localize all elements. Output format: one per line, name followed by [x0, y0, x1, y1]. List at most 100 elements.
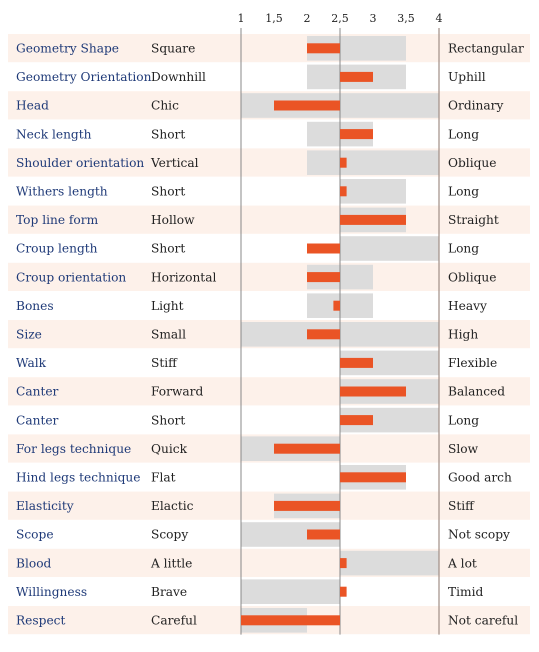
high-label: Oblique [448, 270, 496, 284]
range-band [241, 579, 340, 604]
trait-label: Withers length [16, 185, 108, 199]
row-stripe [8, 34, 530, 63]
high-label: Flexible [448, 356, 497, 370]
low-label: Hollow [151, 213, 195, 227]
high-label: Uphill [448, 70, 486, 84]
trait-label: Croup orientation [16, 270, 126, 284]
value-bar [340, 472, 406, 483]
low-label: Scopy [151, 528, 188, 542]
x-tick-label: 2 [304, 12, 311, 25]
value-bars [241, 43, 406, 626]
low-label: Square [151, 42, 195, 56]
value-bar [333, 300, 340, 311]
trait-label: For legs technique [16, 442, 131, 456]
low-label: Careful [151, 614, 197, 628]
low-label: Short [151, 127, 185, 141]
trait-label: Bones [16, 299, 54, 313]
value-bar [340, 129, 373, 140]
high-label: A lot [447, 556, 477, 570]
low-label: Short [151, 242, 185, 256]
trait-label: Geometry Shape [16, 42, 119, 56]
high-label: Ordinary [448, 99, 503, 113]
low-label: Small [151, 328, 186, 342]
value-bar [340, 386, 406, 397]
trait-label: Canter [16, 385, 59, 399]
value-bar [307, 272, 340, 283]
trait-label: Geometry Orientation [16, 70, 152, 84]
low-label: Brave [151, 585, 187, 599]
range-band [307, 150, 439, 175]
low-label: Chic [151, 99, 179, 113]
high-label: Not scopy [448, 528, 510, 542]
trait-label: Blood [16, 556, 52, 570]
low-label: Vertical [150, 156, 199, 170]
low-label: Elactic [151, 499, 194, 513]
trait-label: Top line form [16, 213, 99, 227]
value-bar [340, 415, 373, 426]
row-stripe [8, 205, 530, 234]
trait-label: Canter [16, 413, 59, 427]
value-bar [340, 357, 373, 368]
trait-label: Willingness [16, 585, 87, 599]
value-bar [241, 615, 340, 626]
low-label: Short [151, 185, 185, 199]
x-tick-label: 3,5 [397, 12, 415, 25]
low-label: Downhill [151, 70, 206, 84]
high-label: Straight [448, 213, 499, 227]
value-bar [307, 243, 340, 254]
trait-label: Hind legs technique [16, 471, 141, 485]
low-label: Forward [151, 385, 203, 399]
low-label: Flat [151, 471, 176, 485]
row-stripe [8, 262, 530, 291]
low-label: Quick [151, 442, 188, 456]
trait-label: Neck length [16, 127, 92, 141]
value-bar [340, 558, 347, 569]
trait-label: Croup length [16, 242, 98, 256]
high-label: Long [448, 413, 479, 427]
value-bar [307, 329, 340, 340]
x-tick-label: 3 [370, 12, 377, 25]
row-stripe [8, 548, 530, 577]
high-label: Long [448, 127, 479, 141]
high-label: Stiff [448, 499, 475, 513]
value-bar [307, 43, 340, 54]
range-band [340, 179, 406, 204]
low-label: Stiff [151, 356, 178, 370]
x-tick-label: 1 [238, 12, 245, 25]
low-label: Short [151, 413, 185, 427]
value-bar [274, 443, 340, 454]
x-tick-labels: 1 1,5 2 2,5 3 3,5 4 [238, 12, 443, 25]
high-label: Good arch [448, 471, 512, 485]
value-bar [340, 586, 347, 597]
range-band [340, 236, 439, 261]
value-bar [340, 157, 347, 168]
low-label: A little [150, 556, 192, 570]
value-bar [307, 529, 340, 540]
value-bar [340, 71, 373, 82]
high-label: Timid [448, 585, 483, 599]
row-stripe [8, 491, 530, 520]
high-label: Rectangular [448, 42, 524, 56]
x-tick-label: 2,5 [331, 12, 349, 25]
high-label: Slow [448, 442, 479, 456]
high-label: Long [448, 242, 479, 256]
value-bar [340, 214, 406, 225]
x-tick-label: 4 [436, 12, 443, 25]
high-label: Long [448, 185, 479, 199]
trait-label: Walk [16, 356, 47, 370]
high-label: Heavy [448, 299, 487, 313]
row-stripe [8, 377, 530, 406]
row-labels: Geometry Shape Square Rectangular Geometry … [16, 42, 524, 628]
trait-label: Head [16, 99, 49, 113]
row-stripe [8, 148, 530, 177]
value-bar [274, 100, 340, 111]
trait-label: Size [16, 328, 42, 342]
trait-label: Elasticity [16, 499, 74, 513]
high-label: Oblique [448, 156, 496, 170]
value-bar [340, 186, 347, 197]
high-label: High [448, 328, 478, 342]
trait-label: Scope [16, 528, 54, 542]
x-tick-label: 1,5 [265, 12, 283, 25]
high-label: Balanced [448, 385, 505, 399]
